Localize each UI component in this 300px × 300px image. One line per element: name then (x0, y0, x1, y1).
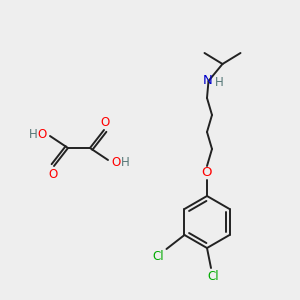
Text: Cl: Cl (207, 269, 219, 283)
Text: O: O (38, 128, 46, 140)
Text: H: H (215, 76, 224, 89)
Text: O: O (202, 167, 212, 179)
Text: O: O (100, 116, 109, 128)
Text: N: N (202, 74, 212, 88)
Text: H: H (28, 128, 38, 140)
Text: H: H (121, 155, 129, 169)
Text: O: O (111, 155, 121, 169)
Text: Cl: Cl (153, 250, 164, 262)
Text: O: O (48, 167, 58, 181)
